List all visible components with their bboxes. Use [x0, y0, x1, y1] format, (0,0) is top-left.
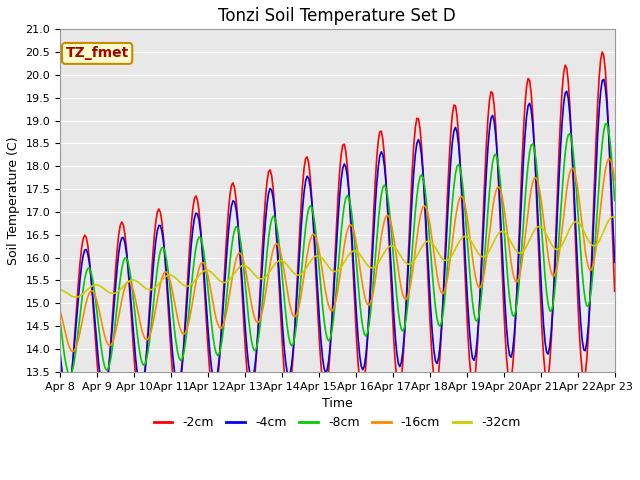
- Line: -4cm: -4cm: [60, 79, 614, 394]
- -16cm: [125, 279, 133, 285]
- -16cm: [68, 348, 76, 354]
- -4cm: [581, 348, 589, 354]
- Y-axis label: Soil Temperature (C): Soil Temperature (C): [7, 136, 20, 265]
- -2cm: [581, 371, 589, 377]
- -16cm: [581, 248, 589, 254]
- -4cm: [125, 281, 133, 287]
- Text: TZ_fmet: TZ_fmet: [65, 47, 129, 60]
- -16cm: [611, 177, 618, 182]
- -32cm: [300, 268, 308, 274]
- -8cm: [603, 120, 611, 126]
- Line: -32cm: -32cm: [60, 217, 614, 297]
- -4cm: [64, 391, 72, 396]
- -2cm: [251, 375, 259, 381]
- X-axis label: Time: Time: [322, 397, 353, 410]
- -8cm: [251, 348, 259, 354]
- -2cm: [611, 288, 618, 294]
- -4cm: [251, 366, 259, 372]
- Line: -8cm: -8cm: [60, 123, 614, 375]
- -16cm: [223, 308, 230, 313]
- -2cm: [598, 49, 606, 55]
- -4cm: [611, 260, 618, 265]
- -32cm: [223, 279, 230, 285]
- -2cm: [300, 165, 308, 171]
- -32cm: [56, 287, 64, 293]
- -8cm: [125, 266, 133, 272]
- -8cm: [611, 198, 618, 204]
- -8cm: [65, 372, 73, 378]
- -32cm: [125, 278, 133, 284]
- -2cm: [62, 405, 70, 411]
- -16cm: [300, 273, 308, 278]
- -8cm: [56, 317, 64, 323]
- Title: Tonzi Soil Temperature Set D: Tonzi Soil Temperature Set D: [218, 7, 456, 25]
- Line: -2cm: -2cm: [60, 52, 614, 408]
- -4cm: [600, 76, 607, 82]
- -16cm: [251, 315, 259, 321]
- -8cm: [581, 297, 589, 303]
- -32cm: [611, 214, 618, 220]
- -16cm: [241, 266, 249, 272]
- -4cm: [241, 326, 249, 332]
- -8cm: [223, 292, 230, 298]
- -32cm: [241, 263, 249, 269]
- -16cm: [606, 156, 614, 162]
- -4cm: [56, 348, 64, 354]
- -8cm: [241, 283, 249, 288]
- -4cm: [223, 250, 230, 255]
- -2cm: [56, 363, 64, 369]
- -2cm: [223, 230, 230, 236]
- -2cm: [125, 286, 133, 292]
- -8cm: [300, 240, 308, 245]
- -4cm: [300, 189, 308, 195]
- -32cm: [251, 272, 259, 277]
- Line: -16cm: -16cm: [60, 159, 614, 351]
- -32cm: [72, 294, 79, 300]
- -32cm: [581, 231, 589, 237]
- -2cm: [241, 346, 249, 352]
- -16cm: [56, 307, 64, 313]
- -32cm: [609, 214, 617, 220]
- Legend: -2cm, -4cm, -8cm, -16cm, -32cm: -2cm, -4cm, -8cm, -16cm, -32cm: [148, 411, 526, 434]
